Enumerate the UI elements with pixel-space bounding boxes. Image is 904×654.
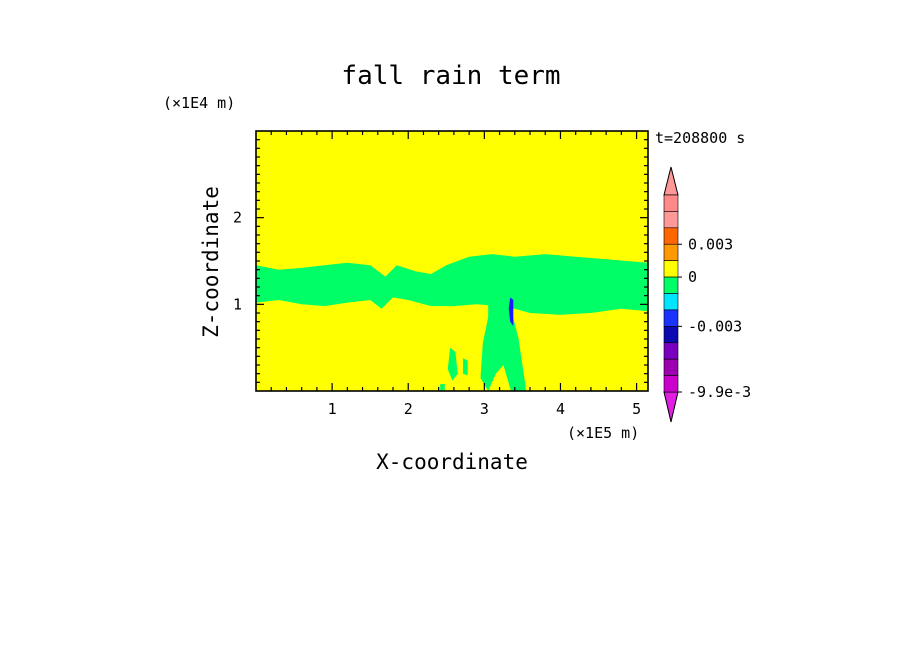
- colorbar-cell: [663, 358, 679, 376]
- colorbar-cell: [663, 211, 679, 229]
- time-label: t=208800 s: [655, 129, 745, 147]
- contour-region-2: [447, 347, 458, 381]
- y-tick-label: 2: [233, 209, 242, 227]
- contour-region-0: [256, 254, 648, 315]
- y-unit-label: (×1E4 m): [163, 94, 235, 112]
- contour-region-5: [508, 297, 514, 326]
- colorbar-bottom-triangle: [663, 391, 679, 423]
- x-axis-title: X-coordinate: [376, 450, 528, 474]
- x-tick-label: 2: [404, 400, 413, 418]
- colorbar: 0.003 0 -0.003 -9.9e-3: [663, 166, 751, 423]
- colorbar-cell: [663, 260, 679, 278]
- colorbar-cell: [663, 227, 679, 245]
- contour-region-1: [480, 300, 527, 391]
- y-tick-label: 1: [233, 295, 242, 313]
- contour-region-4: [440, 384, 445, 391]
- x-tick-label: 3: [480, 400, 489, 418]
- colorbar-cell: [663, 293, 679, 311]
- colorbar-cell: [663, 243, 679, 261]
- chart-title: fall rain term: [341, 61, 560, 91]
- colorbar-label: -9.9e-3: [688, 383, 751, 401]
- colorbar-label: 0.003: [688, 235, 733, 253]
- colorbar-cell: [663, 326, 679, 344]
- contour-region-3: [463, 358, 468, 376]
- colorbar-cell: [663, 276, 679, 294]
- colorbar-top-triangle: [663, 166, 679, 196]
- colorbar-label: -0.003: [688, 317, 742, 335]
- colorbar-cell: [663, 194, 679, 212]
- y-axis-title: Z-coordinate: [199, 186, 223, 338]
- x-axis: 1 2 3 4 5: [270, 131, 641, 418]
- x-tick-label: 5: [632, 400, 641, 418]
- x-tick-label: 1: [328, 400, 337, 418]
- x-tick-label: 4: [556, 400, 565, 418]
- x-unit-label: (×1E5 m): [567, 424, 639, 442]
- colorbar-cell: [663, 342, 679, 360]
- colorbar-cell: [663, 309, 679, 327]
- plot-area: [255, 130, 649, 392]
- colorbar-label: 0: [688, 268, 697, 286]
- colorbar-cell: [663, 375, 679, 393]
- y-axis: 12: [233, 139, 648, 383]
